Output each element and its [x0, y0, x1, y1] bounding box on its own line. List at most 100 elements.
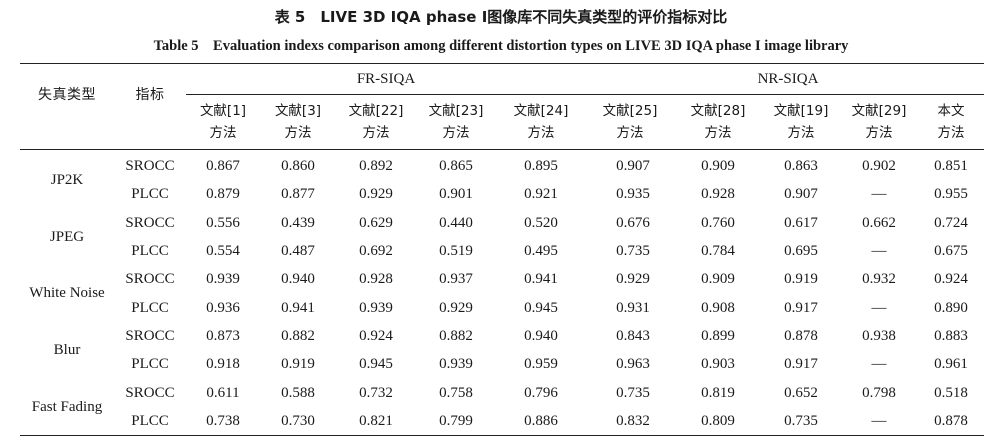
- value-cell: 0.890: [934, 299, 968, 316]
- value-cell: 0.879: [206, 186, 240, 203]
- value-cell: 0.940: [281, 271, 315, 288]
- metric-name-cell: SROCC: [125, 384, 175, 401]
- metric-name-cell: PLCC: [131, 243, 169, 260]
- table-row: JP2K SROCC 0.867 0.860 0.892 0.865 0.895 0.907 0…: [20, 150, 984, 188]
- table-row: Blur SROCC 0.873 0.882 0.924 0.882 0.940 0.843 0…: [20, 322, 984, 358]
- value-cell: 0.724: [934, 214, 968, 231]
- table-row: PLCC 0.936 0.941 0.939 0.929 0.945 0.931 0.908 0…: [20, 293, 984, 321]
- header-method-col-1: 文献[1] 方法: [199, 103, 247, 141]
- table-row: PLCC 0.918 0.919 0.945 0.939 0.959 0.963 0.903 0…: [20, 350, 984, 378]
- value-cell: 0.554: [206, 243, 240, 260]
- metric-name-cell: SROCC: [125, 158, 175, 175]
- value-cell: 0.611: [206, 384, 240, 401]
- value-cell: 0.662: [862, 214, 896, 231]
- value-cell: 0.518: [934, 384, 968, 401]
- value-cell: 0.873: [206, 327, 240, 344]
- value-cell: 0.921: [524, 186, 558, 203]
- value-cell: 0.878: [784, 327, 818, 344]
- value-cell: 0.695: [784, 243, 818, 260]
- value-cell: 0.907: [784, 186, 818, 203]
- value-cell: 0.798: [862, 384, 896, 401]
- value-cell: 0.941: [281, 299, 315, 316]
- value-cell: 0.919: [281, 356, 315, 373]
- value-cell: 0.556: [206, 214, 240, 231]
- value-cell: 0.652: [784, 384, 818, 401]
- metric-name-cell: SROCC: [125, 271, 175, 288]
- value-cell: 0.918: [206, 356, 240, 373]
- value-cell: 0.487: [281, 243, 315, 260]
- distortion-type-cell: JPEG: [49, 228, 85, 245]
- value-cell: 0.939: [439, 356, 473, 373]
- value-cell: 0.931: [616, 299, 650, 316]
- value-cell: 0.929: [616, 271, 650, 288]
- value-cell: 0.899: [701, 327, 735, 344]
- value-cell: 0.439: [281, 214, 315, 231]
- value-cell: 0.941: [524, 271, 558, 288]
- distortion-type-cell: Blur: [53, 342, 81, 359]
- value-cell: 0.917: [784, 299, 818, 316]
- value-cell: 0.945: [524, 299, 558, 316]
- value-cell: 0.929: [439, 299, 473, 316]
- value-cell: 0.865: [439, 158, 473, 175]
- value-cell: 0.495: [524, 243, 558, 260]
- header-distortion-type: 失真类型: [38, 87, 96, 103]
- value-cell: 0.892: [359, 158, 393, 175]
- metric-name-cell: PLCC: [131, 412, 169, 429]
- table-row: PLCC 0.738 0.730 0.821 0.799 0.886 0.832 0.809 0…: [20, 407, 984, 436]
- value-cell: 0.860: [281, 158, 315, 175]
- value-cell: 0.440: [439, 214, 473, 231]
- value-cell: 0.928: [701, 186, 735, 203]
- value-cell: 0.843: [616, 327, 650, 344]
- value-cell: 0.929: [359, 186, 393, 203]
- value-cell: 0.692: [359, 243, 393, 260]
- distortion-type-cell: Fast Fading: [31, 398, 103, 415]
- value-cell: 0.917: [784, 356, 818, 373]
- value-cell: 0.936: [206, 299, 240, 316]
- header-method-col-8: 文献[19] 方法: [773, 103, 829, 141]
- value-cell: 0.919: [784, 271, 818, 288]
- value-cell: 0.821: [359, 412, 393, 429]
- value-cell: 0.932: [862, 271, 896, 288]
- header-metric: 指标: [135, 87, 165, 103]
- value-cell: 0.809: [701, 412, 735, 429]
- value-cell: 0.886: [524, 412, 558, 429]
- value-cell: 0.924: [934, 271, 968, 288]
- table-row: Fast Fading SROCC 0.611 0.588 0.732 0.758 0.79…: [20, 378, 984, 415]
- value-cell: 0.675: [934, 243, 968, 260]
- value-cell: 0.617: [784, 214, 818, 231]
- value-cell: 0.895: [524, 158, 558, 175]
- value-cell: —: [871, 356, 887, 373]
- value-cell: 0.907: [616, 158, 650, 175]
- value-cell: 0.939: [359, 299, 393, 316]
- value-cell: 0.955: [934, 186, 968, 203]
- value-cell: —: [871, 243, 887, 260]
- table-row: JPEG SROCC 0.556 0.439 0.629 0.440 0.520 0.676 0…: [20, 209, 984, 245]
- table-row: PLCC 0.879 0.877 0.929 0.901 0.921 0.935 0.928 0…: [20, 180, 984, 208]
- value-cell: 0.935: [616, 186, 650, 203]
- value-cell: 0.851: [934, 158, 968, 175]
- table-row: White Noise SROCC 0.939 0.940 0.928 0.937 0.94…: [20, 265, 984, 301]
- header-method-col-4: 文献[23] 方法: [428, 103, 484, 141]
- value-cell: 0.676: [616, 214, 650, 231]
- value-cell: 0.819: [701, 384, 735, 401]
- table-body: JP2K SROCC 0.867 0.860 0.892 0.865 0.895 0.907 0…: [20, 150, 984, 436]
- value-cell: 0.878: [934, 412, 968, 429]
- value-cell: 0.882: [281, 327, 315, 344]
- value-cell: 0.863: [784, 158, 818, 175]
- value-cell: 0.738: [206, 412, 240, 429]
- value-cell: 0.832: [616, 412, 650, 429]
- value-cell: 0.928: [359, 271, 393, 288]
- header-method-col-10: 本文 方法: [937, 103, 965, 141]
- value-cell: 0.959: [524, 356, 558, 373]
- value-cell: 0.909: [701, 271, 735, 288]
- header-row-methods: 文献[1] 方法 文献[3] 方法 文献[22] 方法 文献[23] 方法 文献[24]…: [20, 95, 984, 150]
- value-cell: 0.877: [281, 186, 315, 203]
- header-method-col-7: 文献[28] 方法: [690, 103, 746, 141]
- value-cell: —: [871, 186, 887, 203]
- value-cell: 0.937: [439, 271, 473, 288]
- value-cell: 0.520: [524, 214, 558, 231]
- evaluation-table: 失真类型 指标 FR-SIQA NR-SIQA 文献[1] 方法 文献[3] 方法 …: [20, 63, 984, 436]
- table-caption-english: Table 5 Evaluation indexs comparison amo…: [153, 38, 849, 54]
- metric-name-cell: PLCC: [131, 299, 169, 316]
